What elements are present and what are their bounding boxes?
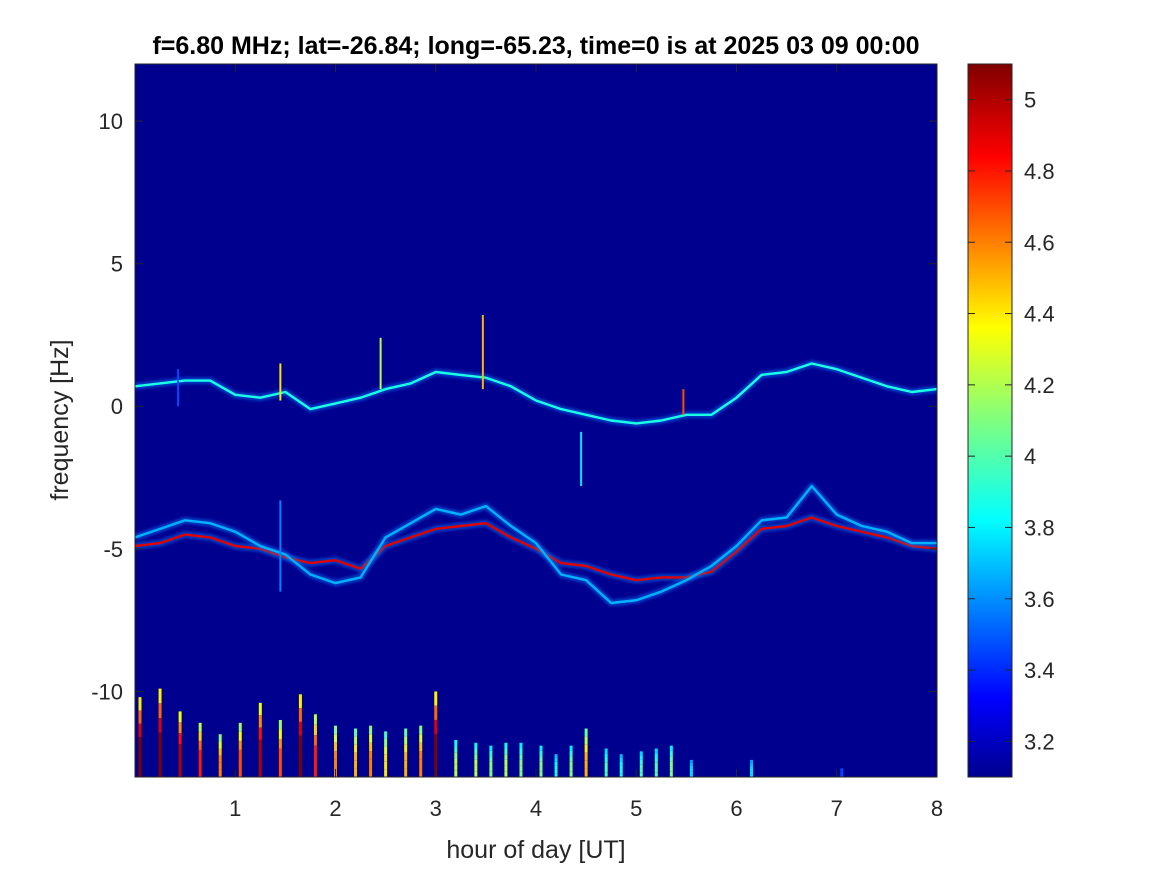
- x-axis-ticks: 1 2 3 4 5 6 7 8: [229, 64, 943, 821]
- plot-content: [135, 314, 937, 777]
- x-tick-label: 3: [430, 796, 442, 821]
- trace-0: [135, 360, 937, 427]
- x-tick-label: 1: [229, 796, 241, 821]
- colorbar-tick-label: 4.2: [1024, 373, 1055, 398]
- y-tick-label: 0: [111, 394, 123, 419]
- x-tick-label: 8: [931, 796, 943, 821]
- colorbar-tick-label: 5: [1024, 88, 1036, 113]
- colorbar-tick-label: 4: [1024, 444, 1036, 469]
- colorbar: [967, 63, 1013, 778]
- x-axis-label: hour of day [UT]: [446, 836, 625, 864]
- y-axis-label: frequency [Hz]: [46, 339, 74, 500]
- x-tick-label: 2: [329, 796, 341, 821]
- colorbar-tick-label: 4.6: [1024, 230, 1055, 255]
- y-tick-label: -5: [103, 537, 123, 562]
- colorbar-tick-label: 3.8: [1024, 515, 1055, 540]
- trace-2: [135, 482, 937, 607]
- colorbar-tick-label: 4.4: [1024, 302, 1055, 327]
- chart-title: f=6.80 MHz; lat=-26.84; long=-65.23, tim…: [152, 32, 919, 60]
- x-tick-label: 6: [730, 796, 742, 821]
- y-tick-label: -10: [91, 679, 123, 704]
- colorbar-tick-label: 3.6: [1024, 587, 1055, 612]
- x-tick-label: 5: [630, 796, 642, 821]
- y-axis-ticks: 10 5 0 -5 -10: [91, 109, 937, 704]
- colorbar-tick-label: 3.2: [1024, 729, 1055, 754]
- x-tick-label: 4: [530, 796, 542, 821]
- y-tick-label: 10: [99, 109, 123, 134]
- colorbar-tick-label: 3.4: [1024, 658, 1055, 683]
- x-tick-label: 7: [831, 796, 843, 821]
- colorbar-ticks: 5 4.8 4.6 4.4 4.2 4 3.8 3.6 3.4 3.2: [968, 88, 1055, 754]
- colorbar-tick-label: 4.8: [1024, 159, 1055, 184]
- y-tick-label: 5: [111, 252, 123, 277]
- plot-area: [135, 64, 937, 777]
